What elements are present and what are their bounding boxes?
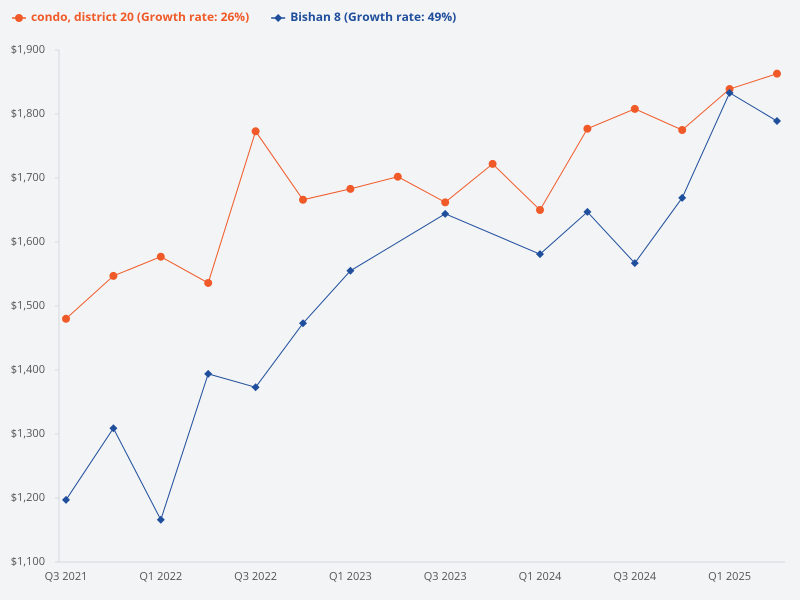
data-point bbox=[773, 69, 781, 78]
y-tick-label: $1,600 bbox=[11, 234, 45, 249]
legend-marker bbox=[15, 14, 23, 22]
data-point bbox=[536, 250, 544, 259]
y-tick-label: $1,500 bbox=[11, 298, 45, 313]
legend-marker bbox=[274, 14, 283, 22]
data-point bbox=[441, 209, 450, 218]
x-tick-label: Q1 2025 bbox=[708, 569, 751, 584]
series-line bbox=[65, 92, 778, 522]
x-tick-label: Q3 2021 bbox=[45, 569, 88, 584]
y-tick-label: $1,900 bbox=[11, 42, 45, 57]
y-tick-label: $1,800 bbox=[11, 106, 45, 121]
y-tick-label: $1,700 bbox=[11, 170, 45, 185]
x-tick-label: Q3 2023 bbox=[424, 569, 467, 584]
data-point bbox=[109, 271, 118, 280]
data-point bbox=[251, 127, 260, 136]
legend-label: Bishan 8 (Growth rate: 49%) bbox=[290, 8, 456, 25]
data-point bbox=[204, 278, 213, 287]
series-line bbox=[65, 73, 778, 320]
data-point bbox=[346, 266, 355, 275]
data-point bbox=[630, 104, 639, 113]
data-point bbox=[62, 314, 70, 323]
data-point bbox=[630, 259, 639, 268]
x-tick-label: Q3 2024 bbox=[613, 569, 657, 584]
x-tick-label: Q1 2023 bbox=[329, 569, 372, 584]
data-point bbox=[251, 383, 260, 392]
data-point bbox=[773, 117, 781, 126]
data-point bbox=[536, 206, 544, 214]
legend-label: condo, district 20 (Growth rate: 26%) bbox=[31, 8, 249, 25]
data-point bbox=[299, 195, 307, 204]
data-point bbox=[156, 515, 165, 524]
data-point bbox=[441, 198, 450, 207]
data-point bbox=[488, 159, 497, 168]
x-tick-label: Q3 2022 bbox=[234, 569, 277, 584]
data-point bbox=[583, 207, 592, 216]
x-tick-label: Q1 2024 bbox=[519, 569, 563, 584]
data-point bbox=[109, 424, 118, 433]
data-point bbox=[678, 126, 687, 134]
data-point bbox=[725, 88, 734, 97]
data-point bbox=[393, 172, 402, 181]
data-point bbox=[204, 369, 213, 378]
y-tick-label: $1,100 bbox=[11, 554, 45, 569]
data-point bbox=[62, 495, 70, 504]
data-point bbox=[299, 319, 307, 328]
legend: condo, district 20 (Growth rate: 26%) Bis… bbox=[12, 8, 456, 25]
y-tick-label: $1,400 bbox=[11, 362, 45, 377]
data-point bbox=[583, 124, 592, 133]
y-tick-label: $1,300 bbox=[11, 426, 45, 441]
x-tick-label: Q1 2022 bbox=[139, 569, 182, 584]
data-point bbox=[346, 184, 355, 193]
data-point bbox=[156, 252, 165, 261]
y-tick-label: $1,200 bbox=[11, 490, 45, 505]
data-point bbox=[678, 193, 687, 202]
